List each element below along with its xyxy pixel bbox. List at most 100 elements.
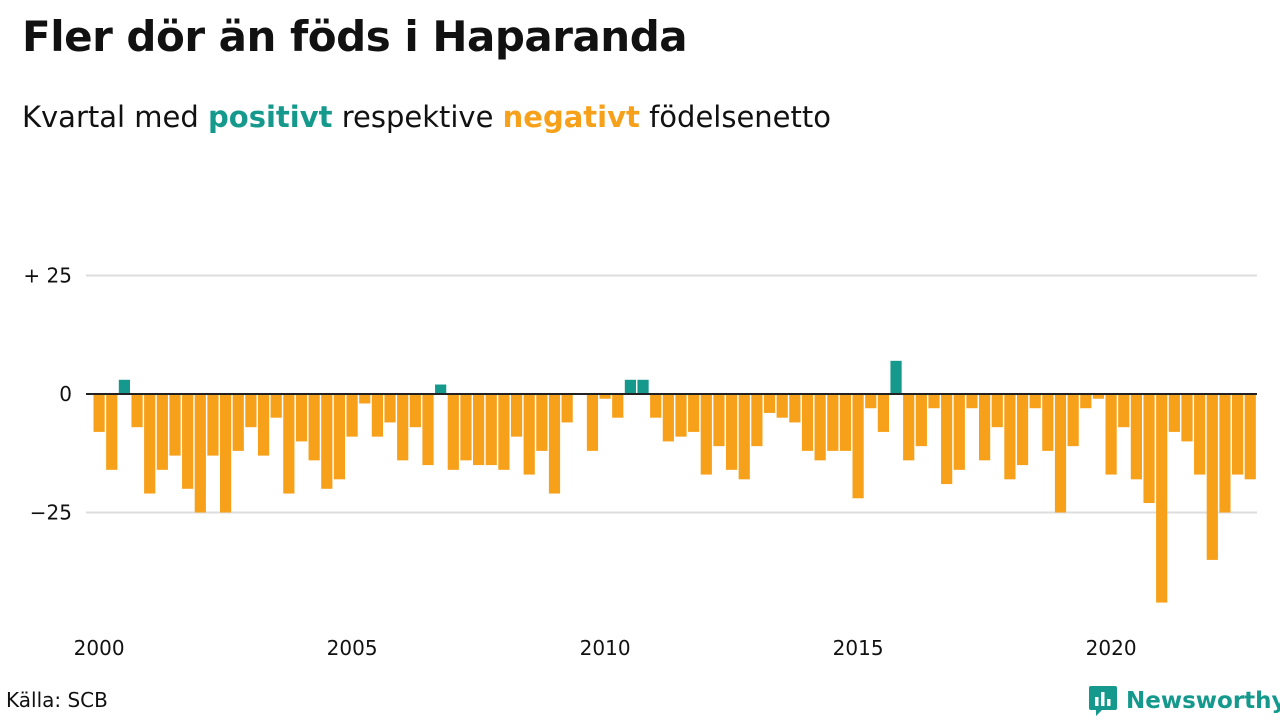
bar-negative [1054,394,1067,513]
x-tick-label: 2010 [580,636,631,660]
bar-positive [624,379,636,394]
bar-negative [232,394,244,451]
bar-negative [1206,394,1218,560]
bar-negative [827,394,839,451]
x-tick-label: 2020 [1086,636,1137,660]
bar-negative [738,394,750,480]
bar-negative [586,394,599,451]
bar-negative [1042,394,1054,451]
bar-negative [763,394,776,413]
bar-positive [435,384,447,394]
bar-negative [93,394,105,432]
bar-negative [801,394,814,451]
bar-negative [169,394,181,456]
bar-negative [283,394,295,494]
bar-negative [650,394,662,418]
bar-negative [422,394,434,466]
subtitle-text-after: födelsenetto [649,100,831,134]
bar-negative [106,394,118,470]
bar-positive [890,360,902,394]
bar-negative [1118,394,1130,428]
bar-chart: + 25 0 −25 2000 2005 2010 2015 2020 [23,264,1257,660]
newsworthy-logo-icon [1089,686,1117,716]
bar-negative [485,394,497,466]
source-note: Källa: SCB [6,688,108,712]
bar-negative [928,394,940,409]
bar-negative [877,394,889,432]
subtitle-text-middle: respektive [341,100,494,134]
x-tick-label: 2005 [327,636,378,660]
bar-negative [991,394,1003,428]
bar-negative [599,394,611,399]
bar-negative [789,394,801,423]
bar-negative [814,394,826,461]
x-tick-label: 2015 [833,636,884,660]
bar-negative [473,394,485,466]
bar-negative [561,394,573,423]
chart-subtitle: Kvartal med positivt respektive negativt… [22,100,831,134]
bar-negative [182,394,194,489]
bar-negative [257,394,270,456]
bar-negative [295,394,308,442]
bar-negative [1092,394,1105,399]
bar-negative [131,394,143,428]
bar-negative [308,394,320,461]
bar-negative [245,394,257,428]
bar-negative [979,394,991,461]
bar-negative [1181,394,1193,442]
bar-negative [523,394,535,475]
bar-negative [726,394,738,470]
bar-negative [409,394,421,428]
x-tick-label: 2000 [74,636,125,660]
bar-negative [675,394,687,437]
brand-name: Newsworthy [1126,688,1280,714]
bar-negative [498,394,510,470]
bar-negative [1244,394,1256,480]
bar-negative [839,394,852,451]
bar-negative [359,394,371,404]
bar-negative [1143,394,1155,504]
bar-negative [384,394,396,423]
y-tick-label: + 25 [23,264,72,288]
subtitle-negative-label: negativt [502,100,640,134]
bar-negative [852,394,864,499]
bar-negative [688,394,700,432]
bar-negative [1156,394,1168,603]
bar-negative [1168,394,1180,432]
bar-negative [333,394,346,480]
bar-negative [447,394,459,470]
bar-negative [397,394,409,461]
bar-negative [371,394,383,437]
bar-negative [156,394,168,470]
bar-positive [637,379,649,394]
bar-negative [1016,394,1029,466]
bar-negative [1105,394,1117,475]
bar-negative [346,394,358,437]
bar-positive [118,379,130,394]
bar-negative [144,394,156,494]
bar-negative [776,394,788,418]
bar-negative [220,394,232,513]
bar-negative [1130,394,1142,480]
bar-negative [207,394,219,456]
bar-negative [1029,394,1041,409]
bar-negative [915,394,927,447]
subtitle-text-before: Kvartal med [22,100,199,134]
bar-negative [662,394,674,442]
y-tick-label: −25 [30,501,72,525]
bar-negative [510,394,523,437]
bar-negative [1219,394,1231,513]
subtitle-positive-label: positivt [208,100,333,134]
bar-negative [865,394,877,409]
chart-title: Fler dör än föds i Haparanda [22,12,688,61]
bar-negative [548,394,561,494]
bar-negative [941,394,953,485]
bar-negative [270,394,282,418]
bar-negative [460,394,472,461]
bar-negative [612,394,624,418]
bar-negative [713,394,725,447]
bar-negative [194,394,206,513]
bar-negative [1067,394,1079,447]
bar-negative [1080,394,1092,409]
newsworthy-brand: Newsworthy [1088,684,1280,718]
